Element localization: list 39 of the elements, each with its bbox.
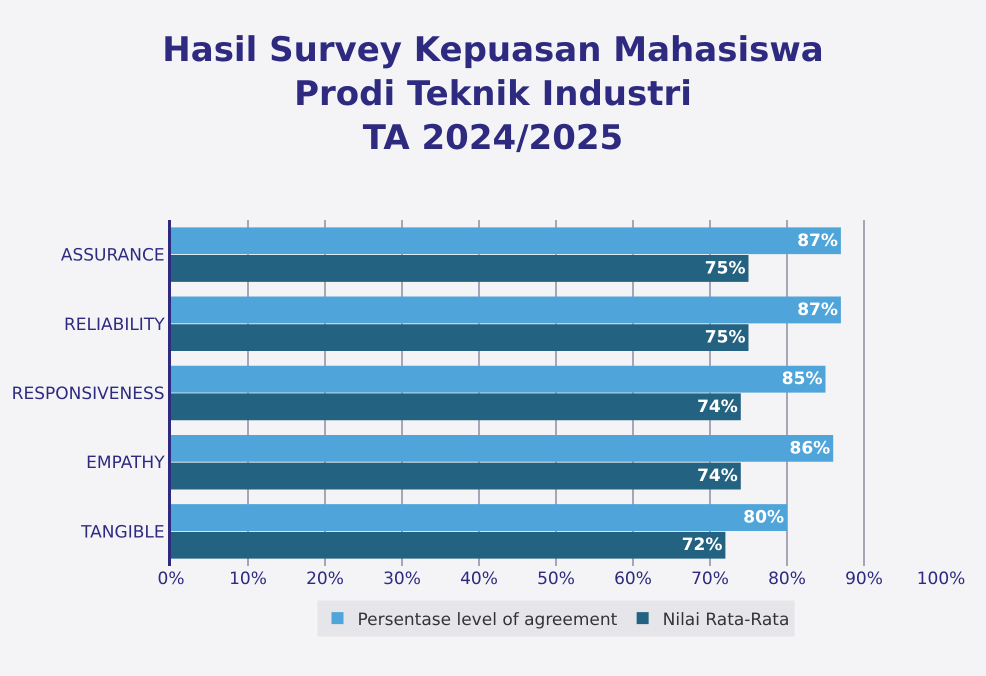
bar (171, 296, 841, 324)
x-tick-label: 10% (229, 569, 267, 589)
x-tick-label: 30% (383, 569, 421, 589)
y-tick-label: RESPONSIVENESS (12, 384, 165, 404)
bar (171, 462, 741, 490)
x-tick-label: 60% (614, 569, 652, 589)
bar (171, 393, 741, 420)
y-tick-label: RELIABILITY (64, 314, 166, 335)
x-tick-label: 90% (845, 569, 883, 589)
data-label: 86% (789, 438, 830, 458)
x-tick-label: 50% (537, 569, 575, 589)
y-tick-label: EMPATHY (86, 453, 166, 474)
data-label: 75% (704, 328, 746, 348)
x-tick-label: 80% (768, 569, 806, 589)
bar (171, 532, 726, 559)
bar (171, 324, 748, 352)
bar (171, 227, 841, 254)
legend-label: Persentase level of agreement (358, 610, 618, 630)
data-label: 87% (797, 300, 838, 320)
bar (171, 504, 787, 531)
data-label: 85% (782, 369, 822, 390)
x-tick-label: 40% (460, 569, 498, 589)
x-tick-label: 0% (158, 569, 184, 589)
bar (171, 255, 748, 282)
y-tick-label: TANGIBLE (80, 522, 165, 542)
data-label: 80% (743, 508, 784, 528)
data-label: 87% (797, 230, 838, 251)
data-label: 75% (704, 258, 746, 278)
data-label: 72% (682, 535, 722, 556)
x-tick-label: 70% (691, 569, 729, 589)
data-label: 74% (697, 466, 738, 486)
y-tick-label: ASSURANCE (60, 246, 165, 266)
x-tick-label: 20% (306, 569, 344, 589)
data-label: 74% (697, 396, 738, 417)
chart-title: Hasil Survey Kepuasan Mahasiswa Prodi Teknik Industri TA 2024/2025 (162, 30, 824, 158)
legend-label: Nilai Rata-Rata (662, 610, 790, 630)
x-tick-label: 100% (916, 569, 966, 589)
bar (171, 366, 826, 393)
bar (171, 434, 834, 462)
